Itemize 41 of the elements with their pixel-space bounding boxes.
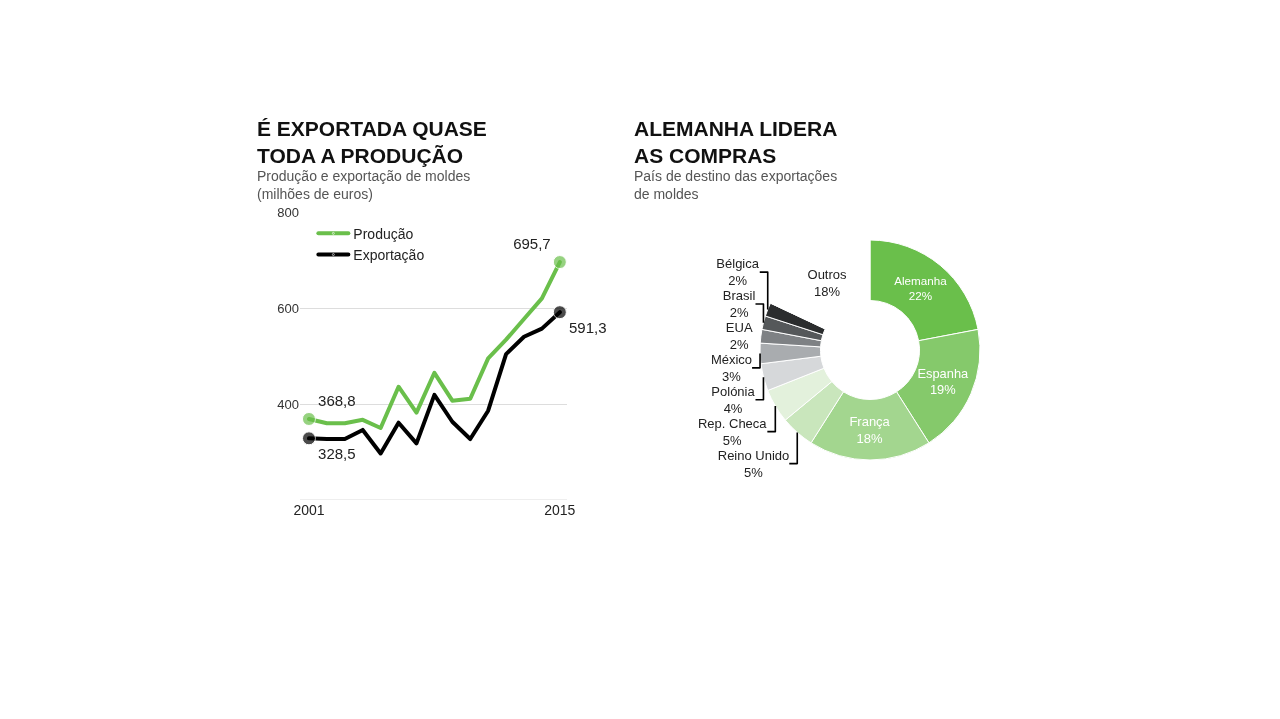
point [301,411,316,426]
data-label: 3% [722,368,742,384]
point [301,431,316,446]
data-label: 2% [729,305,749,321]
data-label: 591,3 [568,318,607,336]
point [552,305,567,320]
chart-subtitle: Produção e exportação de moldes (milhões de euros) [257,168,471,203]
y-tick-label: 600 [277,300,299,316]
y-tick-label: 400 [277,396,299,412]
slice-label: Outros [807,266,848,282]
slice-label: Alemanha [894,274,948,287]
data-label: 695,7 [513,235,551,253]
data-label: 368,8 [318,392,356,410]
data-label: 4% [723,400,743,416]
data-label: 19% [929,382,956,398]
slice-label: França [849,413,891,429]
x-tick-label: 2015 [544,502,576,518]
slice-label: Espanha [917,365,970,381]
slice-label: Reino Unido [717,447,790,463]
data-label: 18% [856,430,884,446]
data-label: 22% [908,289,933,303]
slice-label: Bélgica [716,256,760,272]
slice-label: EUA [725,320,753,336]
slice-label: Rep. Checa [697,415,768,431]
slice-label: México [710,351,753,367]
data-label: 2% [729,336,750,352]
slice-label: Brasil [722,288,756,304]
y-tick-label: 800 [277,204,299,220]
data-label: 5% [722,432,743,448]
legend-label: Exportação [353,247,425,264]
point [552,255,567,270]
slice-label: Polónia [711,383,756,399]
legend-label: Produção [353,225,414,242]
x-tick-label: 2001 [293,502,325,518]
data-label: 5% [744,464,764,480]
chart-title: É EXPORTADA QUASE TODA A PRODUÇÃO [257,117,487,168]
data-label: 2% [728,273,748,289]
data-label: 328,5 [318,444,356,462]
chart-title: ALEMANHA LIDERA AS COMPRAS [634,117,838,168]
chart-subtitle: País de destino das exportações de moldes [634,168,838,203]
data-label: 18% [814,283,841,299]
